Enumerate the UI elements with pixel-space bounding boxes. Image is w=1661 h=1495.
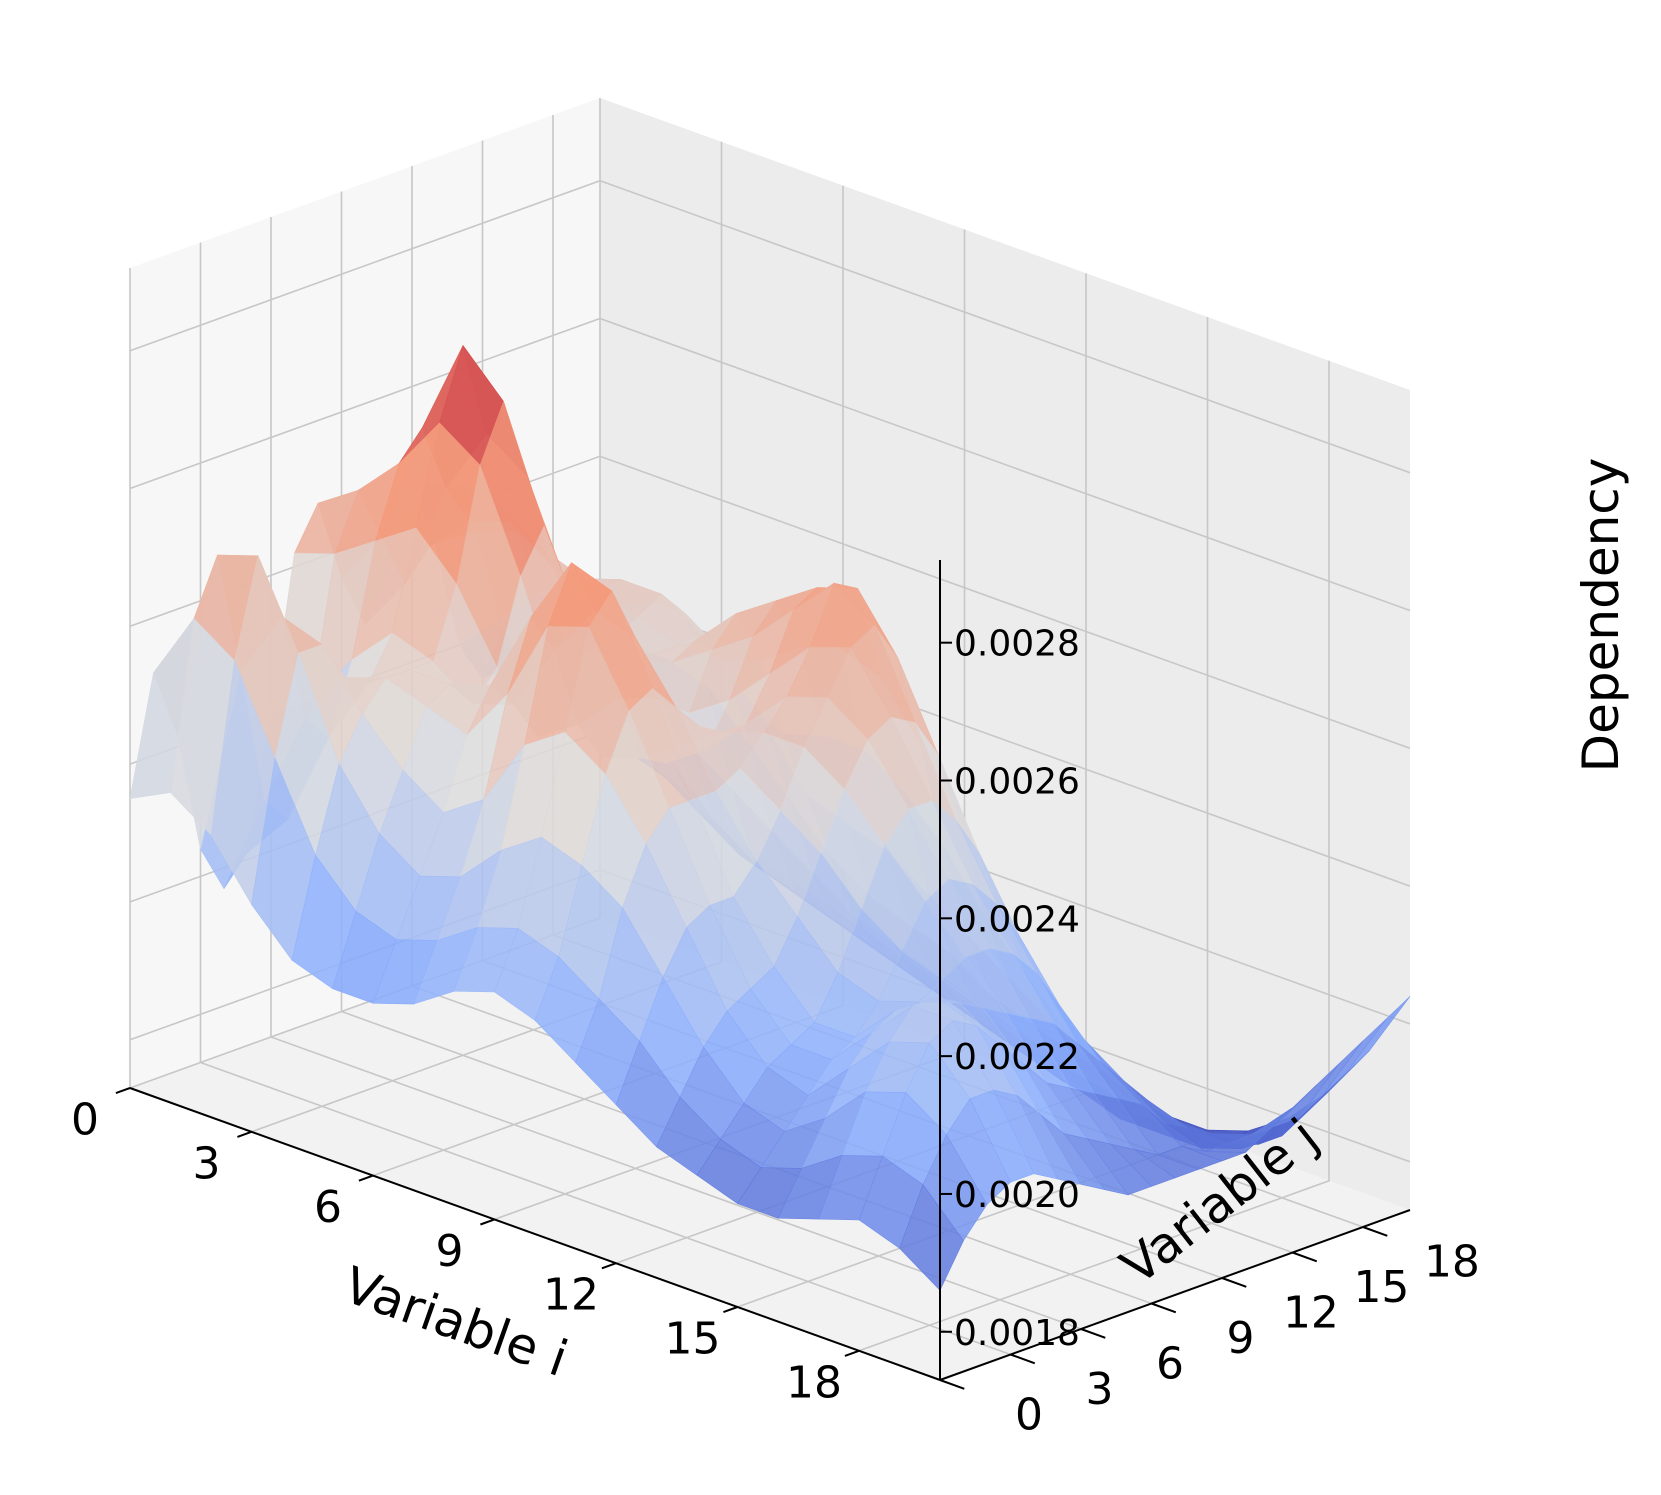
gridline-y — [199, 242, 1011, 1356]
y-tick-mark — [1362, 1226, 1388, 1237]
x-tick-label: 3 — [193, 1138, 221, 1189]
gridline-z — [129, 455, 1411, 750]
y-tick-mark — [1080, 1328, 1106, 1339]
y-tick-mark — [1010, 1353, 1036, 1365]
axes — [115, 560, 1411, 1390]
gridline-z — [129, 317, 1411, 612]
z-tick-label: 0.0018 — [954, 1313, 1080, 1354]
y-tick-label: 18 — [1424, 1237, 1480, 1288]
x-tick-mark — [480, 1218, 495, 1226]
y-axis-line — [939, 1209, 1411, 1381]
x-tick-mark — [601, 1262, 617, 1270]
x-tick-mark — [237, 1130, 252, 1138]
gridline-x — [858, 360, 1330, 1352]
gridline-z — [129, 179, 1411, 474]
x-tick-mark — [115, 1087, 131, 1095]
x-tick-mark — [723, 1306, 738, 1314]
z-tick-label: 0.0026 — [954, 762, 1080, 803]
z-tick-label: 0.0020 — [954, 1175, 1080, 1216]
x-tick-label: 12 — [543, 1270, 599, 1321]
z-tick-label: 0.0028 — [954, 624, 1080, 665]
x-tick-label: 0 — [71, 1094, 99, 1145]
x-tick-label: 9 — [436, 1226, 464, 1277]
gridline-y — [270, 217, 1082, 1330]
y-tick-label: 15 — [1353, 1262, 1409, 1313]
x-axis-line — [129, 1087, 941, 1381]
y-tick-label: 0 — [1015, 1390, 1043, 1441]
x-tick-label: 18 — [786, 1357, 842, 1408]
y-tick-mark — [939, 1379, 965, 1390]
x-tick-mark — [844, 1349, 860, 1357]
y-tick-label: 12 — [1283, 1288, 1339, 1339]
x-tick-label: 15 — [665, 1313, 721, 1364]
y-tick-label: 6 — [1156, 1339, 1184, 1390]
y-tick-mark — [1292, 1251, 1318, 1263]
y-tick-mark — [1151, 1302, 1177, 1314]
x-tick-mark — [358, 1174, 374, 1182]
y-tick-label: 3 — [1085, 1364, 1113, 1415]
y-tick-label: 9 — [1226, 1313, 1254, 1364]
surface-plot — [129, 344, 1411, 1291]
z-tick-label: 0.0022 — [954, 1037, 1080, 1078]
x-tick-label: 6 — [314, 1182, 342, 1233]
z-axis-label: Dependency — [1572, 458, 1630, 773]
surface-patch — [899, 1183, 964, 1291]
y-tick-mark — [1221, 1277, 1247, 1288]
z-tick-label: 0.0024 — [954, 899, 1080, 940]
